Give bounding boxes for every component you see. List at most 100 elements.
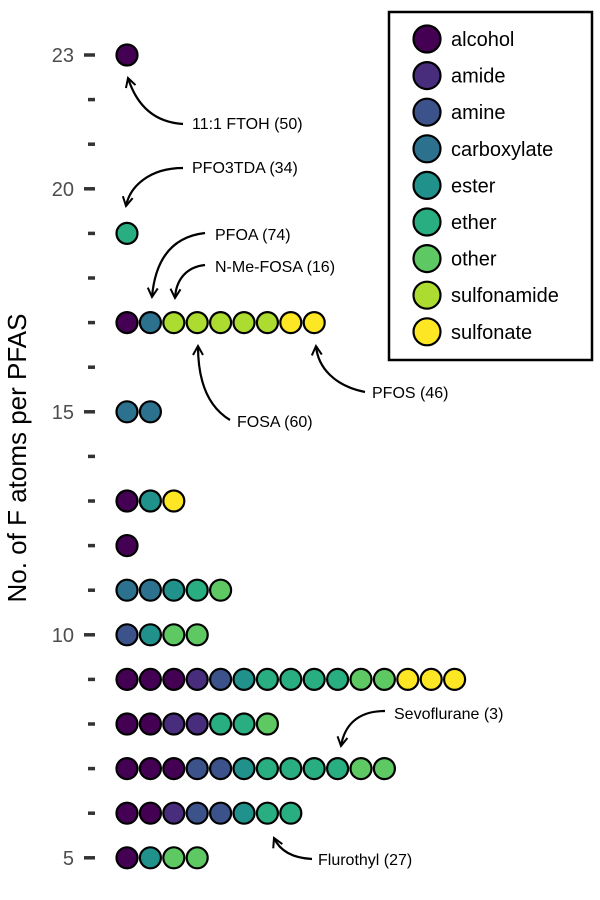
data-point-alcohol [115, 801, 139, 825]
data-point-ether [255, 667, 279, 692]
data-point-ether [115, 221, 139, 245]
data-point-other [372, 756, 396, 781]
data-point-alcohol [162, 667, 186, 692]
data-point-amide [185, 712, 209, 736]
annotation-label: Flurothyl (27) [318, 852, 412, 869]
annotation-label: PFOS (46) [372, 385, 448, 402]
data-point-alcohol [138, 801, 162, 825]
legend-swatch-amide [412, 60, 442, 91]
data-point-carboxylate [115, 578, 139, 602]
annotation-label: Sevoflurane (3) [394, 706, 503, 723]
data-point-ether [302, 756, 326, 781]
data-point-sulfonate [302, 311, 326, 335]
data-point-ether [232, 712, 256, 736]
data-point-alcohol [162, 756, 186, 781]
legend-swatch-ester [412, 170, 442, 200]
data-point-alcohol [138, 667, 162, 692]
y-axis-label: No. of F atoms per PFAS [2, 314, 32, 603]
data-point-sulfonamide [255, 311, 279, 335]
data-point-amine [209, 756, 233, 781]
data-point-carboxylate [115, 400, 139, 424]
data-point-ether [279, 801, 303, 825]
data-points [115, 43, 467, 870]
data-point-carboxylate [138, 578, 162, 602]
annotation-arrow [128, 78, 184, 126]
annotation-arrow [152, 231, 206, 297]
data-point-other [349, 756, 373, 781]
annotations: 11:1 FTOH (50) PFO3TDA (34) PFOA (74) N-Me-… [126, 78, 503, 869]
legend-label-ether: ether [451, 212, 497, 234]
data-point-sulfonamide [185, 311, 209, 335]
data-point-alcohol [115, 667, 139, 692]
data-point-amine [209, 801, 233, 825]
annotation-label: N-Me-FOSA (16) [215, 259, 335, 276]
legend-label-alcohol: alcohol [451, 29, 514, 51]
annotation-arrow [316, 346, 366, 394]
legend-label-sulfonate: sulfonate [451, 322, 532, 344]
data-point-ester [138, 489, 162, 513]
data-point-amine [115, 623, 139, 647]
data-point-ether [326, 756, 350, 781]
data-point-other [372, 667, 396, 692]
y-tick-label: 5 [63, 848, 74, 870]
annotation-arrow [175, 263, 206, 298]
legend-label-amine: amine [451, 102, 505, 124]
data-point-ester [138, 846, 162, 870]
y-axis: 5 10 15 20 23 [52, 45, 95, 870]
data-point-other [349, 667, 373, 692]
data-point-amide [162, 801, 186, 825]
legend-swatch-amine [412, 97, 442, 127]
data-point-other [162, 623, 186, 647]
legend: alcohol amide amine carboxylate ester ether ot… [387, 10, 594, 362]
legend-swatch-sulfonamide [412, 280, 442, 310]
data-point-sulfonate [279, 311, 303, 335]
data-point-alcohol [115, 846, 139, 870]
legend-label-amide: amide [451, 66, 505, 88]
data-point-other [162, 846, 186, 870]
data-point-other [209, 578, 233, 602]
data-point-alcohol [115, 489, 139, 513]
data-point-sulfonate [396, 667, 420, 692]
data-point-ether [279, 756, 303, 781]
data-point-alcohol [138, 712, 162, 736]
data-point-alcohol [138, 756, 162, 781]
data-point-ester [162, 578, 186, 602]
data-point-amine [185, 756, 209, 781]
data-point-amine [209, 667, 233, 692]
data-point-other [185, 846, 209, 870]
data-point-sulfonate [419, 667, 443, 692]
y-tick-label: 23 [52, 45, 74, 67]
y-tick-label: 15 [52, 402, 74, 424]
data-point-ether [185, 578, 209, 602]
legend-swatch-ether [412, 207, 442, 237]
data-point-ether [302, 667, 326, 692]
data-point-sulfonamide [209, 311, 233, 335]
y-tick-label: 10 [52, 625, 74, 647]
data-point-alcohol [115, 533, 139, 558]
data-point-other [185, 623, 209, 647]
data-point-other [255, 712, 279, 736]
data-point-ether [255, 801, 279, 825]
annotation-arrow [126, 166, 184, 206]
data-point-ether [326, 667, 350, 692]
annotation-label: PFOA (74) [215, 227, 291, 244]
data-point-sulfonate [443, 667, 467, 692]
data-point-carboxylate [138, 311, 162, 335]
legend-label-other: other [451, 249, 497, 271]
data-point-ether [255, 756, 279, 781]
data-point-alcohol [115, 756, 139, 781]
annotation-arrow [198, 346, 231, 421]
data-point-ester [232, 756, 256, 781]
data-point-amide [162, 712, 186, 736]
data-point-alcohol [115, 311, 139, 335]
annotation-label: FOSA (60) [237, 414, 313, 431]
annotation-arrow [341, 709, 386, 746]
legend-swatch-other [412, 244, 442, 274]
data-point-amine [185, 801, 209, 825]
legend-swatch-sulfonate [412, 317, 442, 347]
annotation-label: PFO3TDA (34) [192, 160, 298, 177]
data-point-carboxylate [138, 400, 162, 424]
data-point-ester [232, 667, 256, 692]
data-point-alcohol [115, 43, 139, 67]
